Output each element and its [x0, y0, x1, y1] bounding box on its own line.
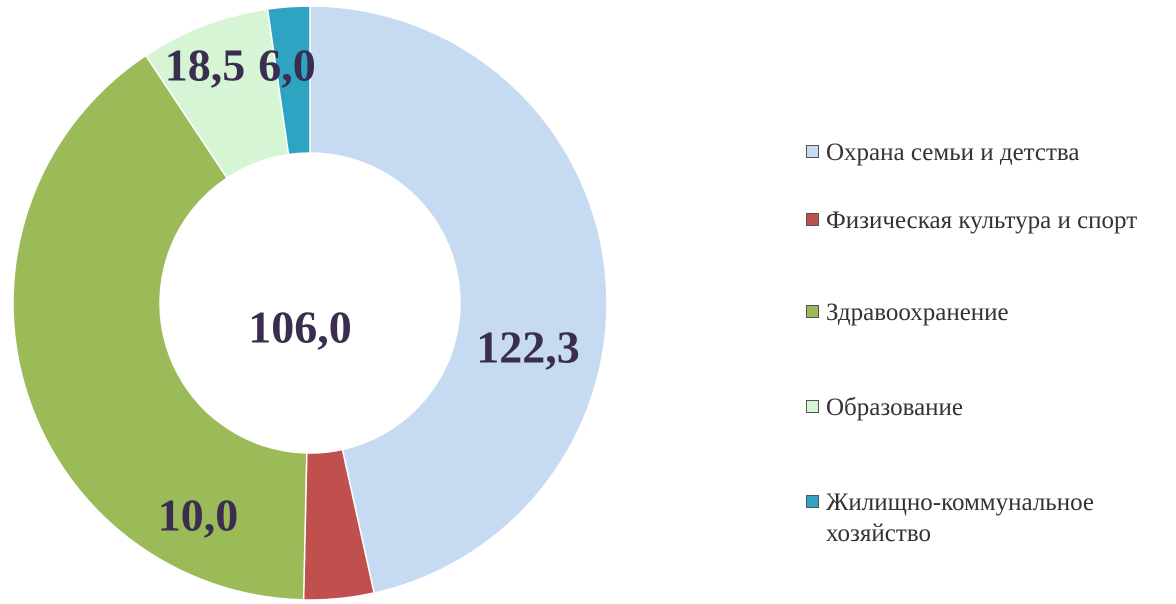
data-label: 106,0 — [248, 302, 352, 353]
donut-slice — [309, 5, 608, 594]
legend-entry: Жилищно-коммунальное хозяйство — [806, 487, 1176, 549]
data-label: 122,3 — [476, 322, 580, 373]
legend-swatch — [806, 213, 819, 226]
legend-swatch — [806, 305, 819, 318]
legend-label: Образование — [826, 394, 964, 421]
legend-entry: Физическая культура и спорт — [806, 205, 1176, 236]
legend-swatch — [806, 400, 819, 413]
donut-slice — [12, 54, 308, 601]
legend-entry: Охрана семьи и детства — [806, 137, 1176, 168]
legend-label: Физическая культура и спорт — [826, 207, 1138, 234]
data-label: 6,0 — [258, 40, 316, 91]
legend-label: Жилищно-коммунальное хозяйство — [826, 489, 1094, 547]
legend-entry: Образование — [806, 392, 1176, 423]
legend-swatch — [806, 145, 819, 158]
legend-label: Охрана семьи и детства — [826, 139, 1080, 166]
donut-slice — [266, 5, 311, 156]
data-label: 18,5 — [165, 40, 246, 91]
legend-entry: Здравоохранение — [806, 297, 1176, 328]
legend-swatch — [806, 495, 819, 508]
data-label: 10,0 — [158, 490, 239, 541]
legend-label: Здравоохранение — [826, 299, 1009, 326]
